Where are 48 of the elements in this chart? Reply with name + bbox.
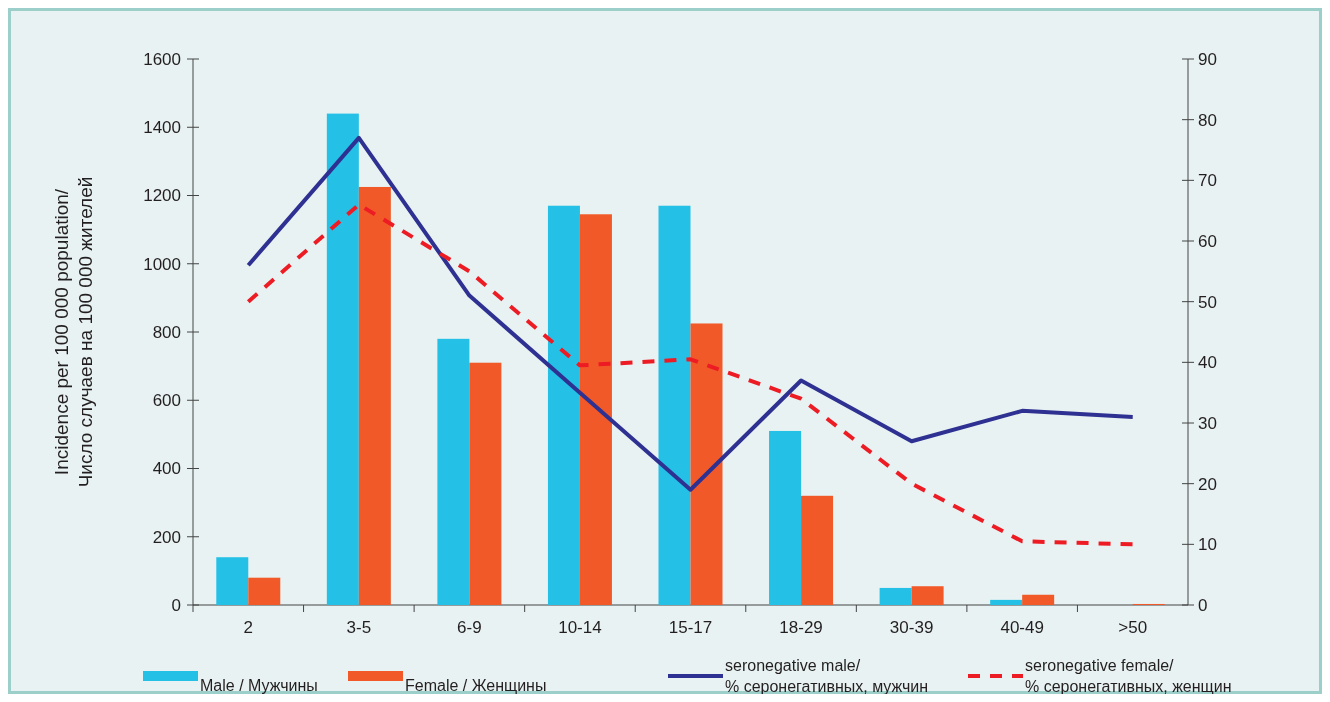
bar bbox=[690, 323, 723, 605]
y-tick-label: 600 bbox=[152, 391, 181, 411]
y-tick-label: 1400 bbox=[143, 118, 181, 138]
x-tick-label: 3-5 bbox=[346, 618, 372, 637]
legend-label: Male / Мужчины bbox=[200, 677, 318, 694]
y2-tick-label: 50 bbox=[1198, 292, 1217, 312]
y2-tick-label: 60 bbox=[1198, 231, 1217, 251]
y2-tick-label: 80 bbox=[1198, 110, 1217, 130]
y2-tick-label: 40 bbox=[1198, 353, 1217, 373]
bar bbox=[469, 362, 502, 605]
bar bbox=[358, 186, 391, 605]
y2-tick-label: 10 bbox=[1198, 535, 1217, 555]
y2-tick-label: 30 bbox=[1198, 413, 1217, 433]
y2-tick-label: 90 bbox=[1198, 49, 1217, 69]
y-tick-label: 800 bbox=[152, 322, 181, 342]
y-axis-title: Incidence per 100 000 population/ Число случаев на 100 000 жителей bbox=[51, 176, 96, 488]
y-tick-label: 1600 bbox=[143, 49, 181, 69]
legend-label: Female / Женщины bbox=[405, 677, 547, 694]
y-tick-label: 1000 bbox=[143, 254, 181, 274]
line-series bbox=[246, 135, 1135, 492]
y-tick-label: 0 bbox=[171, 595, 181, 615]
y-tick-label: 1200 bbox=[143, 186, 181, 206]
bar bbox=[911, 586, 944, 605]
bar bbox=[658, 205, 691, 605]
x-tick-label: 15-17 bbox=[668, 618, 713, 637]
x-tick-label: 2 bbox=[243, 618, 254, 637]
bar bbox=[547, 205, 580, 605]
y2-tick-label: 20 bbox=[1198, 474, 1217, 494]
bar bbox=[579, 214, 612, 605]
x-tick-label: >50 bbox=[1118, 618, 1148, 637]
x-tick-label: 6-9 bbox=[457, 618, 482, 637]
x-tick-label: 18-29 bbox=[779, 618, 823, 637]
bar bbox=[990, 599, 1023, 605]
x-tick-label: 40-49 bbox=[1000, 618, 1044, 637]
y2-tick-label: 0 bbox=[1198, 595, 1208, 615]
bar bbox=[769, 430, 802, 605]
bar bbox=[801, 495, 834, 605]
bar bbox=[879, 587, 912, 605]
x-tick-label: 30-39 bbox=[889, 618, 934, 637]
bar bbox=[437, 338, 470, 605]
bar bbox=[248, 577, 281, 605]
bar bbox=[326, 113, 359, 605]
x-tick-label: 10-14 bbox=[558, 618, 602, 637]
bar bbox=[1022, 594, 1055, 605]
bar bbox=[216, 557, 249, 605]
y-tick-label: 200 bbox=[152, 527, 181, 547]
y2-tick-label: 70 bbox=[1198, 171, 1217, 191]
y-tick-label: 400 bbox=[152, 459, 181, 479]
